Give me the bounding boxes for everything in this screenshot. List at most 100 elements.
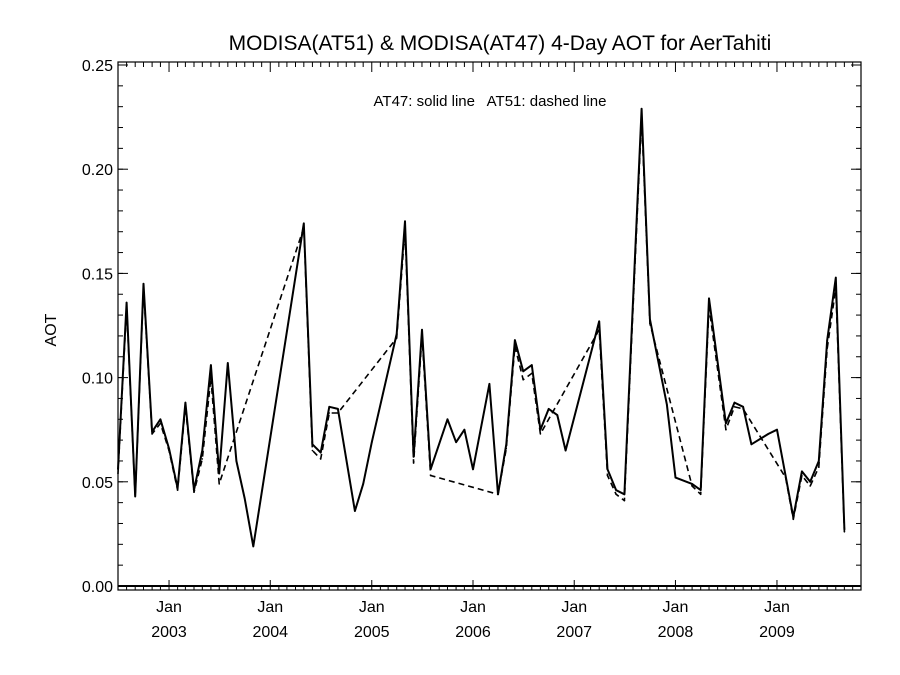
- data-point-at51: [168, 449, 170, 452]
- data-point-at47: [125, 301, 128, 304]
- data-point-at47: [243, 497, 246, 500]
- data-point-at47: [371, 441, 373, 444]
- x-tick-year-label: 2003: [151, 624, 187, 641]
- data-point-at51: [176, 489, 179, 491]
- data-point-at51: [531, 372, 533, 375]
- data-point-at51: [539, 433, 542, 435]
- data-point-at47: [809, 481, 811, 483]
- x-axis-ticks: Jan 2003 Jan 2004 Jan 2005 Jan 2006 Jan 2007 Jan 20…: [117, 62, 854, 641]
- x-tick-year-label: 2006: [455, 624, 491, 641]
- data-point-at51: [708, 305, 710, 308]
- data-point-at51: [311, 449, 314, 452]
- data-point-at51: [623, 499, 626, 502]
- data-point-at47: [801, 470, 803, 473]
- data-point-at47: [455, 441, 457, 444]
- data-point-at51: [792, 518, 795, 521]
- data-point-at51: [117, 472, 119, 475]
- data-point-at51: [497, 493, 499, 496]
- chart-title: MODISA(AT51) & MODISA(AT47) 4-Day AOT fo…: [229, 32, 772, 55]
- x-tick-year-label: 2008: [658, 624, 694, 641]
- y-tick-label: 0.25: [82, 58, 113, 75]
- data-point-at47: [210, 364, 212, 366]
- data-point-at47: [835, 276, 837, 279]
- data-point-at51: [818, 466, 820, 469]
- data-point-at47: [556, 414, 559, 416]
- data-point-at51: [649, 322, 651, 325]
- data-point-at47: [421, 328, 423, 331]
- data-point-at47: [708, 297, 710, 300]
- x-tick-month-label: Jan: [359, 599, 385, 616]
- data-point-at47: [742, 406, 744, 408]
- data-point-at47: [547, 408, 550, 410]
- data-point-at51: [159, 422, 162, 425]
- data-point-at51: [606, 474, 609, 477]
- data-point-at51: [429, 474, 432, 477]
- data-point-at51: [151, 433, 153, 435]
- data-point-at47: [826, 339, 828, 341]
- data-point-at47: [235, 460, 238, 462]
- data-point-at51: [640, 116, 643, 118]
- data-point-at51: [125, 305, 128, 308]
- data-point-at51: [412, 462, 415, 464]
- data-point-at51: [319, 458, 322, 460]
- data-point-at47: [733, 401, 736, 404]
- data-point-at47: [564, 449, 567, 452]
- data-point-at47: [598, 320, 600, 323]
- x-tick-month-label: Jan: [561, 599, 587, 616]
- y-axis-label: AOT: [43, 313, 60, 346]
- x-tick-month-label: Jan: [156, 599, 182, 616]
- data-point-at51: [404, 228, 406, 231]
- x-tick-month-label: Jan: [663, 599, 689, 616]
- data-point-at51: [328, 412, 331, 414]
- y-tick-label: 0.05: [82, 475, 113, 492]
- data-point-at51: [809, 485, 811, 487]
- data-point-at51: [699, 493, 702, 496]
- data-point-at47: [640, 108, 643, 110]
- data-point-at51: [835, 287, 837, 289]
- data-point-at51: [303, 226, 305, 229]
- data-point-at51: [421, 335, 423, 337]
- data-point-at51: [522, 378, 524, 381]
- x-tick-month-label: Jan: [764, 599, 790, 616]
- series-layer: [117, 107, 846, 548]
- data-point-at51: [598, 328, 600, 331]
- x-tick-month-label: Jan: [257, 599, 283, 616]
- data-point-at51: [615, 493, 617, 496]
- x-tick-year-label: 2004: [252, 624, 288, 641]
- y-axis-ticks: 0.00 0.05 0.10 0.15 0.20 0.25: [82, 58, 861, 596]
- data-point-at47: [488, 383, 491, 385]
- data-point-at51: [142, 287, 145, 289]
- y-tick-label: 0.20: [82, 162, 113, 179]
- data-point-at47: [615, 489, 617, 491]
- y-tick-label: 0.10: [82, 371, 113, 388]
- data-point-at47: [362, 483, 365, 485]
- data-point-at47: [767, 433, 770, 435]
- x-tick-year-label: 2005: [354, 624, 390, 641]
- data-point-at51: [505, 447, 508, 450]
- x-tick-year-label: 2007: [556, 624, 592, 641]
- data-point-at47: [725, 422, 727, 425]
- data-point-at47: [472, 468, 474, 471]
- data-point-at51: [784, 476, 787, 479]
- data-point-at51: [193, 491, 195, 494]
- data-point-at51: [218, 483, 220, 485]
- data-point-at47: [303, 222, 305, 225]
- data-point-at51: [826, 347, 828, 350]
- data-point-at47: [142, 283, 145, 285]
- data-point-at47: [514, 339, 516, 341]
- data-point-at51: [725, 428, 727, 431]
- data-point-at47: [446, 418, 449, 421]
- data-point-at47: [699, 489, 702, 491]
- data-point-at47: [328, 406, 331, 408]
- data-point-at51: [134, 495, 136, 498]
- data-point-at47: [354, 510, 356, 512]
- data-point-at51: [184, 406, 187, 408]
- series-style-note: AT47: solid line AT51: dashed line: [374, 93, 607, 110]
- data-point-at47: [531, 364, 533, 366]
- data-point-at51: [843, 531, 846, 533]
- data-point-at47: [522, 370, 524, 373]
- data-point-at47: [337, 408, 339, 410]
- data-point-at47: [818, 460, 820, 462]
